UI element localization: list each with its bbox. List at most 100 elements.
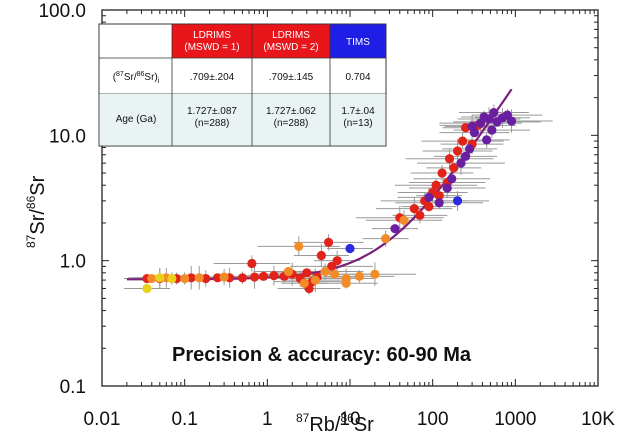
x-tick-label: 10K <box>581 409 615 430</box>
cell-age-mswd2: 1.727±.062 (n=288) <box>266 106 316 129</box>
header-ldrims-mswd2-line2: (MSWD = 2) <box>263 42 318 53</box>
data-point <box>452 196 463 206</box>
cell-age-tims: 1.7±.04 (n=13) <box>341 106 375 129</box>
data-point <box>399 215 409 225</box>
data-point <box>332 256 342 266</box>
x-axis-title-sup1: 87 <box>296 411 310 425</box>
data-point <box>487 125 497 135</box>
data-point <box>180 273 190 284</box>
data-point <box>452 146 463 156</box>
x-tick-label: 10 <box>339 409 360 430</box>
data-point <box>467 121 477 131</box>
data-points <box>142 107 517 294</box>
y-tick-label: 100.0 <box>38 1 86 22</box>
x-axis-title-base2: Sr <box>354 414 374 435</box>
data-point <box>142 283 152 294</box>
x-tick-label: 100 <box>417 409 449 430</box>
data-point <box>283 266 294 277</box>
data-point <box>320 266 330 277</box>
y-tick-label: 10.0 <box>49 126 86 147</box>
data-point <box>437 168 447 178</box>
data-point <box>345 243 355 254</box>
y-tick-label: 1.0 <box>60 252 86 273</box>
data-point <box>310 275 320 285</box>
inset-results-table: LDRIMS (MSWD = 1) LDRIMS (MSWD = 2) TIMS (… <box>98 23 387 147</box>
data-point <box>431 180 441 190</box>
data-point <box>354 271 365 281</box>
header-tims: TIMS <box>346 37 370 48</box>
data-point <box>294 241 304 251</box>
x-tick-label: 1000 <box>494 409 536 430</box>
data-point <box>249 272 260 282</box>
x-tick-label: 1 <box>262 409 273 430</box>
data-point <box>444 154 455 164</box>
x-axis-title-sup2: 86 <box>340 411 354 425</box>
row-label-initial-ratio: (87Sr/86Sr)i <box>113 71 160 85</box>
precision-annotation: Precision & accuracy: 60-90 Ma <box>172 344 472 366</box>
x-tick-label: 0.01 <box>84 409 121 430</box>
y-tick-label: 0.1 <box>60 377 86 398</box>
header-ldrims-mswd1-line2: (MSWD = 1) <box>184 42 239 53</box>
data-point <box>237 273 248 283</box>
header-cell-tims <box>330 24 386 58</box>
data-point <box>258 271 269 281</box>
header-ldrims-mswd1-line1: LDRIMS <box>193 30 231 41</box>
data-point <box>370 269 380 279</box>
data-point <box>449 163 459 173</box>
data-point <box>219 272 229 282</box>
data-point <box>484 114 494 124</box>
data-point <box>194 273 204 283</box>
data-point <box>506 116 517 126</box>
y-axis-title-base2: Sr <box>27 175 49 195</box>
data-point <box>269 271 279 281</box>
data-point <box>390 224 400 234</box>
data-point <box>155 273 165 283</box>
data-point <box>299 278 309 288</box>
data-point <box>329 269 340 279</box>
y-axis-title-sup2: 86 <box>24 195 38 209</box>
header-cell-ldrims-mswd2 <box>252 24 330 58</box>
data-point <box>323 237 334 247</box>
x-axis-title-base1: Rb/ <box>309 414 341 435</box>
y-axis-title-sup1: 87 <box>24 234 38 248</box>
data-point <box>341 278 351 288</box>
age-row-background <box>99 94 386 146</box>
x-tick-label: 0.1 <box>171 409 197 430</box>
data-point <box>409 204 419 214</box>
y-tick-labels: 0.1 1.0 10.0 100.0 <box>38 1 86 398</box>
data-point <box>424 202 434 212</box>
data-point <box>460 151 471 161</box>
data-point <box>167 273 177 284</box>
y-axis-title-base1: Sr/ <box>27 209 49 235</box>
x-axis-title: 87Rb/86Sr <box>296 411 374 435</box>
data-point <box>415 210 425 220</box>
data-point <box>424 192 434 202</box>
row-label-age: Age (Ga) <box>116 114 157 125</box>
data-point <box>302 268 312 278</box>
cell-age-mswd1: 1.727±.087 (n=288) <box>187 106 237 129</box>
inset-table-border <box>98 23 387 147</box>
data-point <box>434 191 444 201</box>
data-point <box>456 158 466 168</box>
y-axis-title: 87Sr/86Sr <box>24 175 49 248</box>
cell-initial-ratio-mswd1: .709±.204 <box>190 72 235 83</box>
data-point <box>489 107 499 118</box>
header-cell-ldrims-mswd1 <box>172 24 252 58</box>
data-point <box>147 273 157 284</box>
cell-initial-ratio-mswd2: .709±.145 <box>269 72 314 83</box>
data-point <box>482 135 492 145</box>
data-point <box>442 183 452 193</box>
data-point <box>247 258 257 269</box>
header-ldrims-mswd2: LDRIMS (MSWD = 2) <box>263 30 318 53</box>
data-point <box>447 174 457 184</box>
data-point <box>434 198 444 208</box>
data-point <box>316 250 326 261</box>
x-tick-labels: 0.01 0.1 1 10 100 1000 10K <box>84 409 616 430</box>
data-point <box>465 144 475 154</box>
data-point <box>457 136 468 146</box>
cell-initial-ratio-tims: 0.704 <box>345 72 370 83</box>
header-ldrims-mswd1: LDRIMS (MSWD = 1) <box>184 30 239 53</box>
data-point <box>381 233 391 244</box>
data-point <box>327 261 337 272</box>
